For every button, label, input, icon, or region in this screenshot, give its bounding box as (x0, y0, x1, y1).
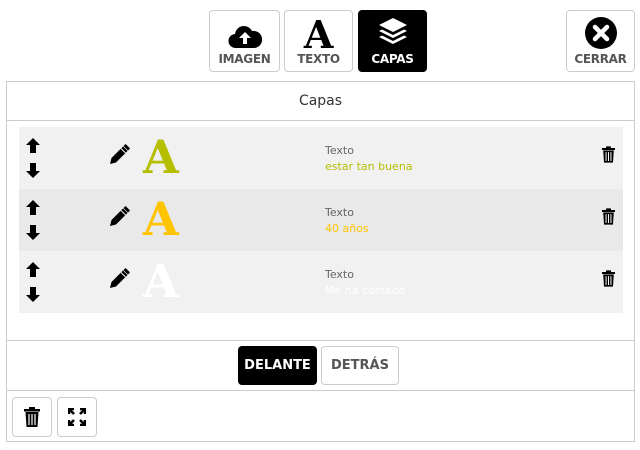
layer-text: 40 años (325, 222, 369, 235)
reorder-arrows (25, 261, 41, 303)
layer-info: Texto Me ha costado (325, 267, 405, 299)
layer-preview-glyph: A (143, 130, 179, 184)
arrow-up-icon[interactable] (25, 137, 41, 155)
reorder-arrows (25, 137, 41, 179)
text-icon: A (303, 12, 334, 57)
arrow-up-icon[interactable] (25, 199, 41, 217)
layer-row[interactable]: A Texto estar tan buena (19, 127, 623, 189)
arrow-down-icon[interactable] (25, 223, 41, 241)
panel-title: Capas (7, 82, 634, 121)
layer-row[interactable]: A Texto 40 años (19, 189, 623, 251)
arrow-up-icon[interactable] (25, 261, 41, 279)
texto-button[interactable]: A TEXTO (284, 10, 353, 72)
layer-type: Texto (325, 268, 354, 281)
expand-icon (68, 408, 86, 426)
layer-text: Me ha costado (325, 284, 406, 297)
trash-icon[interactable] (602, 208, 615, 225)
delete-button[interactable] (12, 397, 52, 437)
layer-preview-glyph: A (143, 254, 179, 308)
layers-list: A Texto estar tan buena A Texto 40 años … (19, 127, 623, 313)
order-controls: DELANTE DETRÁS (7, 340, 634, 391)
layer-type: Texto (325, 144, 354, 157)
fullscreen-button[interactable] (57, 397, 97, 437)
arrow-down-icon[interactable] (25, 161, 41, 179)
layer-text: estar tan buena (325, 160, 413, 173)
pencil-icon[interactable] (107, 143, 131, 167)
layer-info: Texto 40 años (325, 205, 369, 237)
capas-button[interactable]: CAPAS (358, 10, 427, 72)
trash-icon[interactable] (602, 146, 615, 163)
pencil-icon[interactable] (107, 205, 131, 229)
delante-button[interactable]: DELANTE (238, 346, 317, 385)
layer-info: Texto estar tan buena (325, 143, 413, 175)
trash-icon (24, 407, 40, 427)
layers-panel: Capas A Texto estar tan buena A Texto 40… (6, 81, 635, 442)
imagen-button[interactable]: IMAGEN (209, 10, 280, 72)
layer-type: Texto (325, 206, 354, 219)
cloud-upload-icon (228, 26, 262, 49)
pencil-icon[interactable] (107, 267, 131, 291)
cerrar-button[interactable]: CERRAR (566, 10, 635, 72)
layer-preview-glyph: A (143, 192, 179, 246)
detras-button[interactable]: DETRÁS (321, 346, 399, 385)
layer-row[interactable]: A Texto Me ha costado (19, 251, 623, 313)
arrow-down-icon[interactable] (25, 285, 41, 303)
reorder-arrows (25, 199, 41, 241)
layers-icon (378, 18, 407, 44)
trash-icon[interactable] (602, 270, 615, 287)
close-circle-icon (584, 17, 617, 49)
